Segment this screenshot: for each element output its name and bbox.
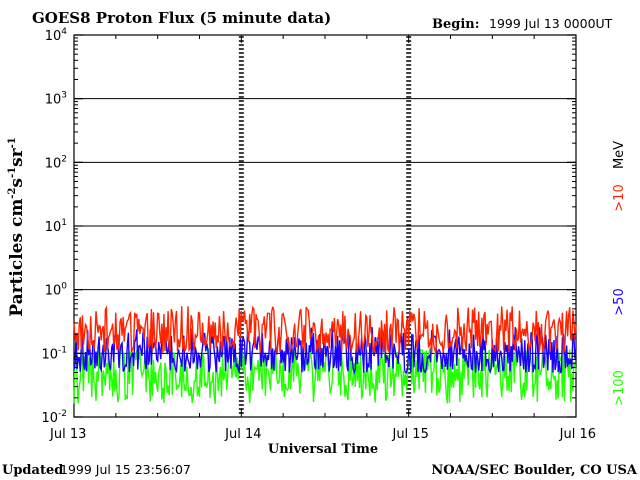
x-tick-label: Jul 13	[49, 427, 86, 442]
footer-updated-label: Updated	[2, 463, 63, 478]
x-tick-label: Jul 15	[391, 427, 428, 442]
legend-energy-unit: MeV	[612, 141, 627, 169]
y-tick-label: 10-1	[41, 345, 67, 362]
y-axis-label-main: Particles cm	[7, 199, 27, 317]
x-tick-label: Jul 14	[224, 427, 261, 442]
footer-credit: NOAA/SEC Boulder, CO USA	[431, 463, 638, 478]
y-tick-label: 100	[45, 282, 68, 299]
begin-value: 1999 Jul 13 0000UT	[489, 16, 613, 31]
y-axis-label: Particles cm-2s-1sr-1	[7, 137, 27, 317]
x-axis-ticks: Jul 13 Jul 14 Jul 15 Jul 16	[49, 35, 596, 442]
legend-item-gt50: >50	[612, 288, 627, 315]
x-tick-label: Jul 16	[559, 427, 596, 442]
footer-updated-value: 1999 Jul 15 23:56:07	[60, 462, 191, 477]
chart-title: GOES8 Proton Flux (5 minute data)	[32, 9, 331, 27]
legend-label-gt100: >100	[612, 370, 627, 406]
legend-unit-text: MeV	[612, 141, 627, 169]
y-tick-label: 101	[45, 218, 67, 235]
y-tick-label: 10-2	[41, 409, 67, 426]
y-axis-label-mid2: sr	[7, 147, 27, 167]
y-axis-label-exp3: -1	[7, 137, 18, 148]
legend-item-gt10: >10	[612, 184, 627, 211]
series-lines	[73, 305, 577, 404]
x-axis-label: Universal Time	[268, 442, 378, 457]
legend-label-gt10: >10	[612, 184, 627, 211]
y-tick-label: 103	[45, 91, 67, 108]
series-line-gt10	[73, 305, 577, 355]
y-axis-label-exp1: -2	[7, 188, 18, 199]
legend-item-gt100: >100	[612, 370, 627, 406]
y-axis-label-mid1: s	[7, 178, 27, 188]
svg-text:Particles cm-2s-1sr-1: Particles cm-2s-1sr-1	[7, 137, 27, 317]
y-axis-label-exp2: -1	[7, 167, 18, 178]
begin-label: Begin:	[432, 17, 480, 32]
y-axis-ticks: 10-2 10-1 100 101 102 103 104	[41, 27, 576, 426]
legend-label-gt50: >50	[612, 288, 627, 315]
y-tick-label: 102	[45, 154, 67, 171]
y-tick-label: 104	[45, 27, 68, 44]
